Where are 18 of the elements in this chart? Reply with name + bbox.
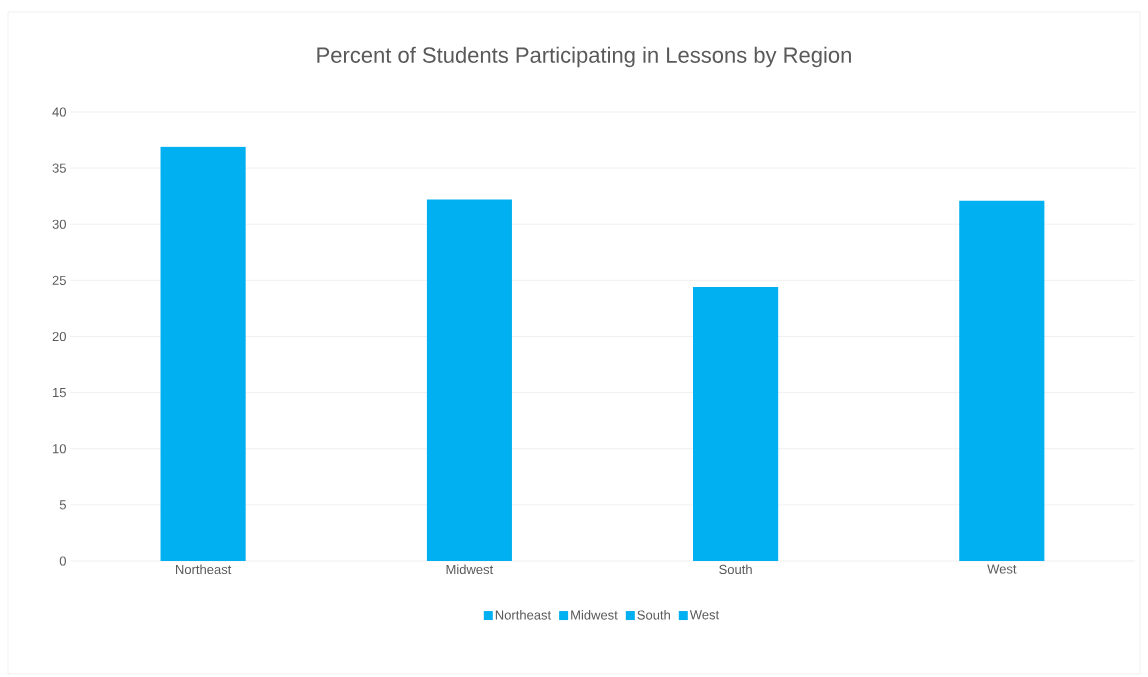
legend-label: South	[637, 610, 670, 620]
y-tick-label: 40	[52, 107, 66, 117]
y-tick-label: 15	[53, 388, 66, 398]
y-tick-label: 5	[59, 500, 66, 510]
x-tick-label: West	[987, 564, 1017, 574]
legend-label: West	[689, 610, 720, 620]
y-tick-label: 0	[59, 556, 66, 566]
x-tick-label: South	[719, 564, 752, 575]
y-tick-label: 35	[52, 163, 66, 173]
y-tick-label: 30	[52, 219, 66, 229]
x-tick-label: Midwest	[446, 564, 494, 575]
y-tick-label: 25	[52, 275, 66, 285]
legend-label: Midwest	[571, 610, 618, 620]
x-tick-label: Northeast	[176, 564, 232, 575]
y-tick-label: 20	[52, 331, 66, 342]
legend-label: Northeast	[495, 610, 552, 620]
chart-title: Percent of Students Participating in Lessons by Region	[317, 46, 851, 68]
y-tick-label: 10	[53, 444, 66, 454]
